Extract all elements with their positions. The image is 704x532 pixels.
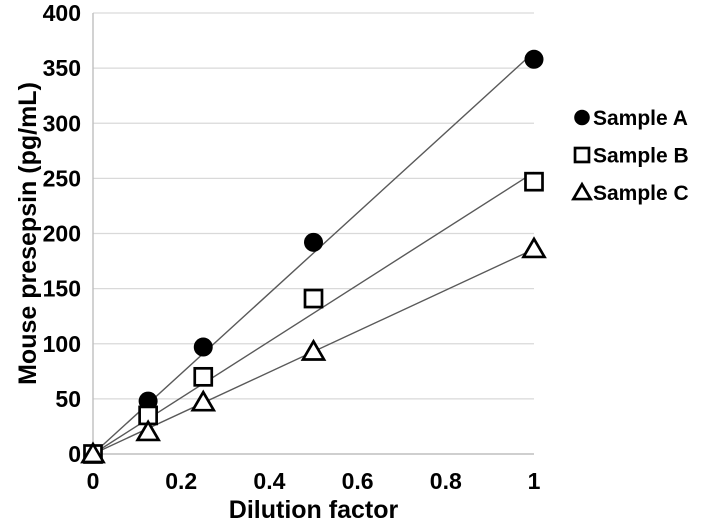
data-points	[80, 49, 547, 464]
legend-marker-open-square	[573, 146, 591, 164]
y-tick-label: 100	[43, 331, 81, 357]
data-point	[135, 419, 161, 442]
data-point	[80, 441, 106, 464]
data-point	[193, 366, 214, 387]
gridlines	[93, 12, 534, 400]
trendline-2	[92, 171, 535, 455]
y-tick-label: 250	[43, 165, 81, 191]
y-tick-label: 50	[55, 386, 81, 412]
data-point	[190, 389, 217, 412]
data-point	[193, 337, 213, 357]
trendlines	[92, 51, 535, 455]
y-axis-title: Mouse presepsin (pg/mL)	[14, 82, 42, 385]
y-tick-label: 200	[43, 221, 81, 247]
legend-marker-filled-circle	[574, 109, 590, 126]
x-tick-label: 0.4	[253, 468, 285, 494]
legend-label: Sample B	[593, 145, 689, 168]
x-tick-label: 1	[528, 468, 541, 494]
trendline-1	[92, 51, 535, 455]
y-tick-label: 0	[68, 441, 81, 467]
x-tick-label: 0.2	[165, 468, 197, 494]
y-tick-label: 150	[43, 276, 81, 302]
y-tick-label: 400	[43, 0, 81, 26]
tick-labels: 0 50 100 150 200 250 300 350 400 0 0.2 0.4 0.6 0.8 1	[43, 0, 541, 494]
data-point	[303, 288, 324, 309]
legend-label: Sample C	[593, 182, 689, 205]
x-axis-title: Dilution factor	[229, 496, 399, 524]
data-point	[304, 232, 323, 252]
y-tick-label: 350	[43, 55, 81, 81]
data-point	[524, 49, 544, 69]
data-point	[521, 236, 547, 259]
x-tick-label: 0.8	[430, 468, 462, 494]
legend-marker-open-triangle	[571, 181, 593, 201]
legend-label: Sample A	[593, 107, 688, 130]
x-tick-label: 0.6	[342, 468, 374, 494]
y-tick-label: 300	[43, 110, 81, 136]
legend: Sample A Sample B Sample C	[571, 107, 689, 205]
data-point	[524, 171, 544, 192]
axes	[92, 13, 534, 455]
data-point	[300, 338, 327, 361]
x-tick-label: 0	[87, 468, 100, 494]
